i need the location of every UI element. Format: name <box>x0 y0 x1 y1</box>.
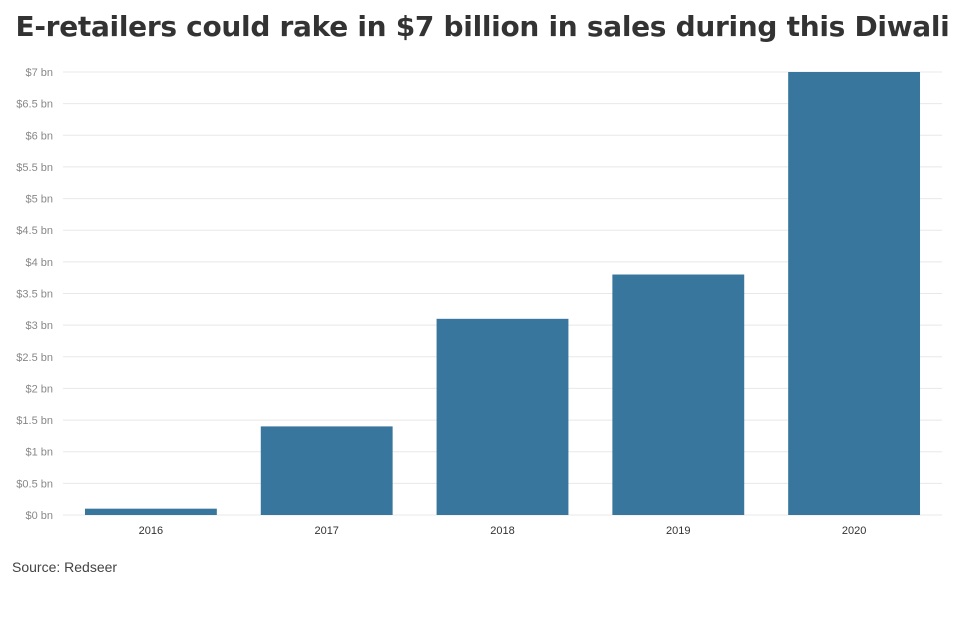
y-tick-label: $1.5 bn <box>16 415 53 427</box>
source-note: Source: Redseer <box>12 559 118 575</box>
bar-2020[interactable] <box>788 72 921 515</box>
bars <box>84 72 921 515</box>
y-tick-label: $2 bn <box>25 383 53 395</box>
y-tick-label: $4 bn <box>25 257 53 269</box>
y-tick-label: $0 bn <box>25 510 53 522</box>
bar-2017[interactable] <box>260 426 393 515</box>
y-tick-label: $7 bn <box>25 67 53 79</box>
y-tick-label: $5 bn <box>25 194 53 206</box>
x-tick-label: 2020 <box>842 525 866 537</box>
y-tick-label: $0.5 bn <box>16 478 53 490</box>
bar-2019[interactable] <box>612 274 745 515</box>
y-tick-label: $3 bn <box>25 320 53 332</box>
y-axis-ticks: $0 bn $0.5 bn $1 bn $1.5 bn $2 bn $2.5 bn $3 b… <box>16 67 53 522</box>
y-tick-label: $6 bn <box>25 130 53 142</box>
x-tick-label: 2016 <box>139 525 163 537</box>
chart-title: E-retailers could rake in $7 billion in … <box>15 10 950 43</box>
y-tick-label: $2.5 bn <box>16 352 53 364</box>
y-tick-label: $3.5 bn <box>16 289 53 301</box>
y-tick-label: $5.5 bn <box>16 162 53 174</box>
bar-2016[interactable] <box>84 508 217 515</box>
x-tick-label: 2018 <box>490 525 514 537</box>
x-axis-ticks: 2016 2017 2018 2019 2020 <box>139 525 867 537</box>
x-tick-label: 2017 <box>314 525 338 537</box>
bar-2018[interactable] <box>436 318 569 515</box>
x-tick-label: 2019 <box>666 525 690 537</box>
y-tick-label: $4.5 bn <box>16 225 53 237</box>
y-tick-label: $1 bn <box>25 447 53 459</box>
y-tick-label: $6.5 bn <box>16 99 53 111</box>
